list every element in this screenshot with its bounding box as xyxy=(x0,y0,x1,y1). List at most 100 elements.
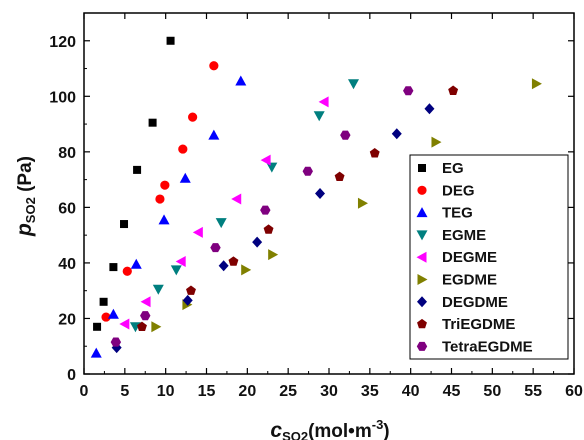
x-tick-label: 20 xyxy=(238,383,256,400)
data-point xyxy=(318,96,329,108)
data-point xyxy=(140,311,151,321)
y-tick-label: 120 xyxy=(49,34,76,51)
legend-marker xyxy=(416,251,427,263)
legend-label: TEG xyxy=(442,205,473,222)
legend-marker xyxy=(416,207,428,218)
y-tick-label: 100 xyxy=(49,89,76,106)
data-point xyxy=(268,249,279,261)
legend-marker xyxy=(417,274,428,285)
data-point xyxy=(215,218,227,229)
series-tetraegdme xyxy=(110,86,414,347)
legend-label: DEG xyxy=(442,182,475,199)
data-point xyxy=(120,220,129,229)
legend: EG DEG TEG EGME DEGME EGDME DEGDME TriEGDME Tetr… xyxy=(409,154,569,360)
legend-label: EG xyxy=(442,160,464,177)
data-point xyxy=(148,118,157,127)
legend-marker xyxy=(417,185,427,195)
x-axis-label-sub: SO2 xyxy=(282,429,308,440)
y-axis-label-sub: SO2 xyxy=(23,197,38,223)
series-degme xyxy=(119,96,329,330)
data-point xyxy=(175,256,186,268)
x-tick-label: 60 xyxy=(565,383,583,400)
y-axis-label-main: p xyxy=(13,223,36,237)
data-point xyxy=(133,165,142,174)
data-point xyxy=(210,243,221,253)
legend-item-triegdme: TriEGDME xyxy=(417,316,515,333)
data-point xyxy=(188,112,198,122)
x-tick-label: 0 xyxy=(80,383,89,400)
data-point xyxy=(241,264,252,276)
series-egdme xyxy=(151,78,542,333)
data-point xyxy=(431,136,442,148)
data-point xyxy=(160,180,170,190)
data-point xyxy=(448,85,459,95)
legend-item-degdme: DEGDME xyxy=(417,294,508,311)
data-point xyxy=(137,321,147,331)
x-tick-label: 35 xyxy=(361,383,379,400)
data-point xyxy=(252,236,263,248)
data-point xyxy=(369,148,380,158)
data-point xyxy=(302,166,313,176)
y-tick-label: 60 xyxy=(58,200,76,217)
data-point xyxy=(315,188,326,199)
x-tick-label: 45 xyxy=(443,383,461,400)
legend-label: TetraEGDME xyxy=(442,338,533,355)
legend-label: DEGME xyxy=(442,249,497,266)
data-point xyxy=(218,260,229,272)
legend-label: TriEGDME xyxy=(442,316,515,333)
data-point xyxy=(178,144,188,154)
data-point xyxy=(155,194,165,204)
data-point xyxy=(260,154,271,166)
data-point xyxy=(90,347,102,358)
data-point xyxy=(119,318,130,330)
data-point xyxy=(182,294,193,306)
legend-label: EGME xyxy=(442,227,486,244)
legend-marker xyxy=(418,164,426,172)
data-point xyxy=(348,79,359,90)
x-axis-label-end: ) xyxy=(383,421,389,440)
x-tick-label: 50 xyxy=(483,383,501,400)
data-point xyxy=(99,297,108,306)
legend-item-egme: EGME xyxy=(416,227,486,244)
data-point xyxy=(228,256,239,266)
series-eg xyxy=(93,36,175,331)
data-point xyxy=(260,205,271,215)
x-tick-label: 10 xyxy=(157,383,175,400)
data-point xyxy=(266,162,278,173)
x-tick-label: 25 xyxy=(279,383,297,400)
legend-item-teg: TEG xyxy=(416,205,473,222)
legend-box xyxy=(409,154,569,360)
legend-marker xyxy=(417,318,427,329)
data-point xyxy=(424,103,435,115)
data-point xyxy=(122,266,132,276)
data-points xyxy=(90,36,542,358)
data-point xyxy=(109,263,118,272)
data-point xyxy=(93,322,102,331)
data-point xyxy=(231,193,242,205)
series-deg xyxy=(101,61,219,322)
data-point xyxy=(158,214,170,225)
y-tick-label: 20 xyxy=(58,311,76,328)
data-point xyxy=(151,321,162,333)
x-tick-label: 55 xyxy=(524,383,542,400)
data-point xyxy=(179,172,191,183)
data-point xyxy=(110,337,122,347)
data-point xyxy=(192,226,203,238)
y-tick-label: 80 xyxy=(58,145,76,162)
legend-marker xyxy=(416,341,428,351)
data-point xyxy=(101,312,111,322)
data-point xyxy=(107,308,119,319)
data-point xyxy=(130,258,142,269)
data-point xyxy=(209,61,219,71)
legend-item-egdme: EGDME xyxy=(417,272,497,289)
y-axis-label: pSO2 (Pa) xyxy=(13,156,38,237)
data-point xyxy=(531,78,542,90)
axis-ticks: 0 5 10 15 20 25 30 35 40 45 50 55 60 0 20 40 60 80 100 120 xyxy=(49,13,583,400)
x-axis-label-sup: -3 xyxy=(372,417,384,432)
data-point xyxy=(186,285,196,295)
legend-item-tetraegdme: TetraEGDME xyxy=(416,338,533,355)
data-point xyxy=(340,130,351,140)
data-point xyxy=(208,129,220,140)
data-point xyxy=(166,36,175,45)
